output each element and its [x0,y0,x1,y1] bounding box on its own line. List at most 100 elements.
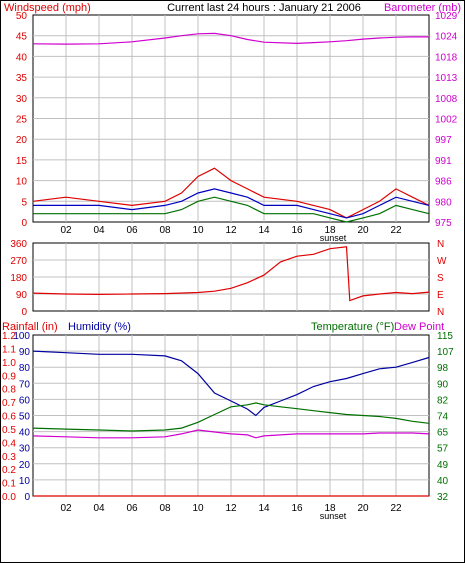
p1-xtick: 18 [324,225,336,236]
p3-ytick-humidity: 90 [19,347,31,358]
p3-ytick-temperature: 32 [437,492,449,503]
barometer-line [32,32,429,45]
p3-xtick: 08 [159,503,171,514]
p1-xtick: 20 [357,225,369,236]
p1-xtick: 08 [159,225,171,236]
barometer-label: Barometer (mb) [384,2,461,14]
p1-ytick-left: 30 [16,94,28,105]
humidity-temperature-panel: 0.00.10.20.30.40.50.60.70.80.91.01.11.2 … [2,331,454,521]
p3-ytick-humidity: 30 [19,444,31,455]
p1-ytick-left: 40 [16,52,28,63]
windspeed-label: Windspeed (mph) [4,2,91,14]
temperature-line [32,402,430,432]
p3-ytick-temperature: 65 [437,428,449,439]
p3-ytick-temperature: 82 [437,395,449,406]
p3-ytick-rain: 0.9 [2,371,16,382]
sunset-annotation-1: sunset [320,233,347,243]
p1-ytick-left: 35 [16,73,28,84]
p3-ytick-rain: 1.2 [2,331,16,342]
p3-ytick-humidity: 0 [24,492,30,503]
p1-ytick-right: 997 [435,135,452,146]
p1-xtick: 02 [60,225,72,236]
p1-xtick: 16 [291,225,303,236]
temperature-legend: Temperature (°F) [311,321,394,333]
wind-barometer-panel: 0 5 10 15 20 25 30 35 40 45 50 975 980 986 991 997 10 02… [16,11,458,243]
p3-ytick-rain: 0.0 [2,492,16,503]
p1-ytick-right: 1024 [435,32,458,43]
p2-ytick-left: 180 [10,273,27,284]
p1-xtick: 04 [93,225,105,236]
p3-ytick-rain: 0.5 [2,425,16,436]
p3-ytick-rain: 1.0 [2,358,16,369]
p3-ytick-temperature: 115 [437,331,453,342]
p3-xtick: 22 [390,503,402,514]
p1-ytick-right: 980 [435,197,452,208]
rainfall-legend: Rainfall (in) [2,321,58,333]
p1-ytick-left: 20 [16,135,28,146]
p1-xtick: 06 [126,225,138,236]
p3-xtick: 06 [126,503,138,514]
p3-ytick-temperature: 74 [437,412,449,423]
windspeed-line [32,167,430,219]
p3-ytick-temperature: 98 [437,363,449,374]
p1-ytick-right: 1018 [435,52,458,63]
p1-ytick-left: 15 [16,156,28,167]
p3-xtick: 02 [60,503,72,514]
p1-ytick-left: 45 [16,32,28,43]
p1-ytick-right: 986 [435,177,452,188]
p3-xtick: 16 [291,503,303,514]
sunset-annotation-3: sunset [320,511,347,521]
p3-xtick: 04 [93,503,105,514]
p1-ytick-right: 1029 [435,11,458,22]
p1-ytick-right: 975 [435,218,452,229]
p3-xtick: 12 [225,503,237,514]
p3-ytick-rain: 1.1 [2,344,16,355]
p1-ytick-right: 991 [435,156,452,167]
p3-ytick-humidity: 100 [13,331,30,342]
p2-ytick-right: W [437,256,447,267]
p1-ytick-left: 50 [16,11,28,22]
p1-xtick: 22 [390,225,402,236]
p3-ytick-humidity: 70 [19,379,31,390]
p2-ytick-right: N [437,239,444,250]
p1-ytick-left: 25 [16,115,28,126]
p3-xtick: 14 [258,503,270,514]
p1-ytick-left: 5 [21,197,27,208]
humidity-legend: Humidity (%) [68,321,131,333]
p3-ytick-rain: 0.6 [2,412,16,423]
humidity-line [32,350,430,417]
p1-ytick-left: 0 [21,218,27,229]
p1-xtick: 14 [258,225,270,236]
p1-xtick: 12 [225,225,237,236]
p3-ytick-rain: 0.8 [2,385,16,396]
p3-ytick-temperature: 40 [437,476,449,487]
p1-xtick: 10 [192,225,204,236]
wind-direction-line [32,246,430,302]
p3-ytick-humidity: 50 [19,412,31,423]
p3-ytick-rain: 0.3 [2,452,16,463]
p3-xtick: 20 [357,503,369,514]
p3-ytick-temperature: 57 [437,444,449,455]
p3-ytick-humidity: 80 [19,363,31,374]
p2-ytick-right: S [437,273,444,284]
p3-xtick: 10 [192,503,204,514]
p3-ytick-temperature: 49 [437,460,449,471]
p1-ytick-right: 1008 [435,94,458,105]
p2-ytick-right: N [437,307,444,318]
p1-ytick-left: 10 [16,177,28,188]
dewpoint-line [32,429,430,439]
p3-ytick-rain: 0.7 [2,398,16,409]
p3-ytick-humidity: 60 [19,395,31,406]
p3-ytick-humidity: 20 [19,460,31,471]
p3-ytick-rain: 0.1 [2,479,16,490]
p2-ytick-left: 90 [16,290,28,301]
p2-ytick-left: 270 [10,256,27,267]
p2-ytick-left: 360 [10,239,27,250]
p3-ytick-rain: 0.4 [2,438,16,449]
low-line [33,196,430,223]
p3-ytick-rain: 0.2 [2,465,16,476]
p3-ytick-temperature: 90 [437,379,449,390]
